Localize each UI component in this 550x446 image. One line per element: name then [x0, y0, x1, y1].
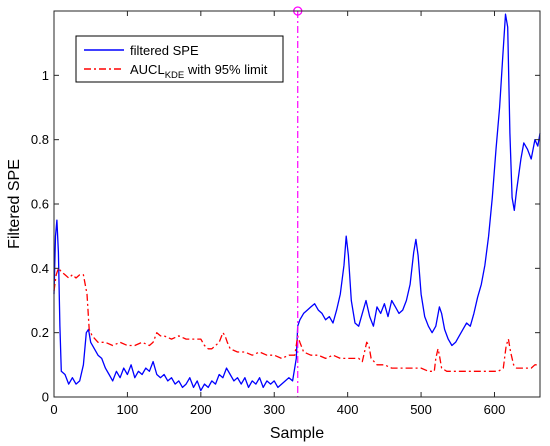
legend: filtered SPE AUCLKDE with 95% limit	[75, 35, 284, 83]
legend-label-aucl-rest: with 95% limit	[184, 62, 267, 77]
x-tick-label: 500	[410, 402, 432, 417]
series-line-aucl-kde	[53, 267, 540, 372]
legend-label-aucl-main: AUCL	[130, 62, 165, 77]
x-axis-title: Sample	[270, 425, 324, 442]
x-tick-label: 400	[337, 402, 359, 417]
series-line-filtered-spe	[53, 13, 541, 392]
y-tick-label: 1	[42, 68, 49, 83]
y-tick-label: 0	[42, 390, 49, 405]
legend-label-filtered: filtered SPE	[130, 43, 199, 58]
y-tick-label: 0.4	[31, 261, 49, 276]
x-tick-label: 600	[484, 402, 506, 417]
y-axis-title: Filtered SPE	[6, 159, 23, 249]
legend-label-aucl: AUCLKDE with 95% limit	[130, 62, 268, 81]
x-tick-label: 100	[117, 402, 139, 417]
legend-box	[75, 35, 284, 83]
y-tick-label: 0.8	[31, 132, 49, 147]
y-tick-label: 0.6	[31, 197, 49, 212]
x-tick-label: 200	[190, 402, 212, 417]
ticks-layer: 0 100 200 300 400 500 600 0 0.2 0.4 0.6 0.8 1	[31, 11, 540, 417]
legend-label-aucl-sub: KDE	[165, 70, 185, 81]
x-tick-label: 0	[50, 402, 57, 417]
series-layer	[53, 13, 541, 392]
x-tick-label: 300	[263, 402, 285, 417]
y-tick-label: 0.2	[31, 325, 49, 340]
